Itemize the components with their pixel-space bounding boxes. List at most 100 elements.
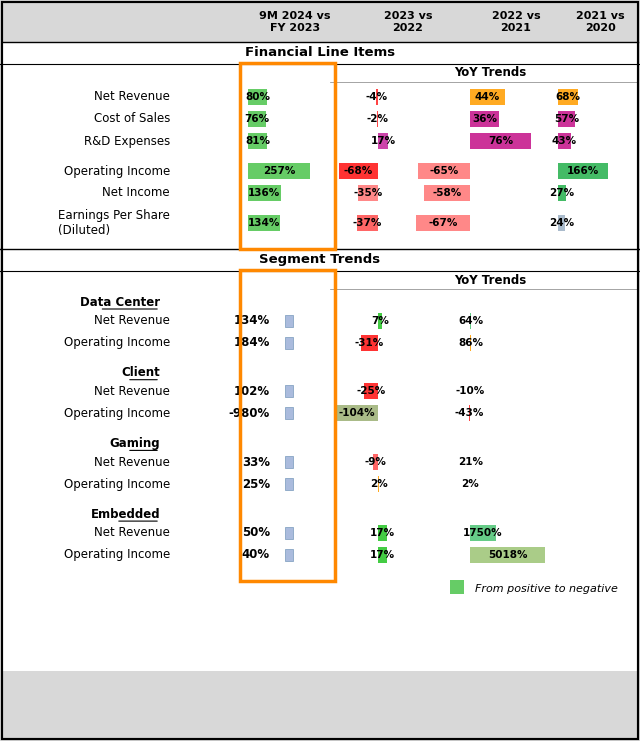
Text: Embedded: Embedded: [90, 508, 160, 521]
Bar: [470, 313, 471, 329]
Bar: [558, 133, 571, 149]
Bar: [378, 313, 382, 329]
Bar: [2, 271, 638, 289]
Bar: [248, 185, 280, 201]
Text: Segment Trends: Segment Trends: [259, 253, 381, 267]
Text: 24%: 24%: [549, 218, 574, 228]
Bar: [248, 133, 268, 149]
Bar: [361, 335, 378, 350]
Text: -67%: -67%: [429, 218, 458, 228]
Text: Operating Income: Operating Income: [64, 336, 170, 349]
Text: R&D Expenses: R&D Expenses: [84, 135, 170, 147]
Bar: [469, 405, 470, 422]
Bar: [2, 42, 638, 64]
Text: -31%: -31%: [355, 338, 384, 348]
Text: 68%: 68%: [556, 92, 580, 102]
Bar: [558, 89, 579, 105]
Text: 64%: 64%: [458, 316, 483, 326]
Bar: [330, 64, 638, 82]
Text: 184%: 184%: [234, 336, 270, 349]
Bar: [248, 111, 266, 127]
Bar: [470, 111, 499, 127]
Bar: [558, 111, 575, 127]
Bar: [285, 478, 293, 490]
Text: -35%: -35%: [353, 188, 383, 198]
Text: Cost of Sales: Cost of Sales: [93, 113, 170, 125]
Bar: [285, 456, 293, 468]
Text: 17%: 17%: [371, 136, 396, 146]
Bar: [378, 476, 379, 492]
Bar: [248, 89, 268, 105]
Text: -25%: -25%: [356, 386, 386, 396]
Text: 86%: 86%: [458, 338, 483, 348]
Text: 21%: 21%: [458, 457, 483, 467]
Bar: [240, 63, 335, 249]
Text: 166%: 166%: [567, 166, 599, 176]
Text: -980%: -980%: [228, 407, 270, 420]
Text: -58%: -58%: [432, 188, 461, 198]
Bar: [470, 133, 531, 149]
Text: Net Income: Net Income: [102, 187, 170, 199]
Bar: [248, 215, 280, 231]
Text: 102%: 102%: [234, 385, 270, 398]
Bar: [417, 215, 470, 231]
Text: -43%: -43%: [455, 408, 484, 419]
Bar: [470, 335, 471, 350]
Text: Operating Income: Operating Income: [64, 548, 170, 561]
Bar: [339, 163, 378, 179]
Bar: [2, 2, 638, 42]
Text: 43%: 43%: [552, 136, 577, 146]
Bar: [450, 579, 464, 594]
Bar: [558, 215, 565, 231]
Bar: [378, 133, 388, 149]
Bar: [337, 405, 378, 422]
Text: 134%: 134%: [234, 314, 270, 328]
Bar: [240, 270, 335, 581]
Bar: [373, 454, 378, 470]
Text: 5018%: 5018%: [488, 550, 527, 559]
Text: 2023 vs
2022: 2023 vs 2022: [384, 11, 432, 33]
Bar: [2, 249, 638, 271]
Bar: [470, 89, 505, 105]
Bar: [285, 527, 293, 539]
Text: 36%: 36%: [472, 114, 497, 124]
Bar: [418, 163, 470, 179]
Bar: [356, 215, 378, 231]
Text: 9M 2024 vs
FY 2023: 9M 2024 vs FY 2023: [259, 11, 331, 33]
Bar: [285, 315, 293, 327]
Bar: [558, 185, 566, 201]
Bar: [2, 64, 638, 284]
Text: Gaming: Gaming: [109, 437, 160, 450]
Text: Client: Client: [121, 366, 160, 379]
Text: Financial Line Items: Financial Line Items: [245, 47, 395, 59]
Text: Operating Income: Operating Income: [64, 407, 170, 420]
Text: 2%: 2%: [461, 479, 479, 489]
Text: -37%: -37%: [353, 218, 382, 228]
Text: 40%: 40%: [242, 548, 270, 561]
Text: Operating Income: Operating Income: [64, 478, 170, 491]
Text: 81%: 81%: [245, 136, 270, 146]
Bar: [285, 408, 293, 419]
Text: 134%: 134%: [248, 218, 280, 228]
Bar: [364, 383, 378, 399]
Bar: [470, 525, 496, 541]
Text: 57%: 57%: [554, 114, 579, 124]
Text: -10%: -10%: [455, 386, 484, 396]
Text: 80%: 80%: [245, 92, 270, 102]
Text: -4%: -4%: [366, 92, 388, 102]
Bar: [285, 385, 293, 397]
Bar: [470, 547, 545, 563]
Text: Earnings Per Share
(Diluted): Earnings Per Share (Diluted): [58, 209, 170, 237]
Bar: [358, 185, 378, 201]
Bar: [558, 163, 608, 179]
Bar: [248, 163, 310, 179]
Bar: [285, 549, 293, 561]
Text: Net Revenue: Net Revenue: [94, 526, 170, 539]
Text: Data Center: Data Center: [80, 296, 160, 308]
Bar: [378, 547, 387, 563]
Text: -9%: -9%: [365, 457, 387, 467]
Text: 1750%: 1750%: [463, 528, 503, 538]
Text: Net Revenue: Net Revenue: [94, 456, 170, 468]
Text: 33%: 33%: [242, 456, 270, 468]
Text: 44%: 44%: [475, 92, 500, 102]
